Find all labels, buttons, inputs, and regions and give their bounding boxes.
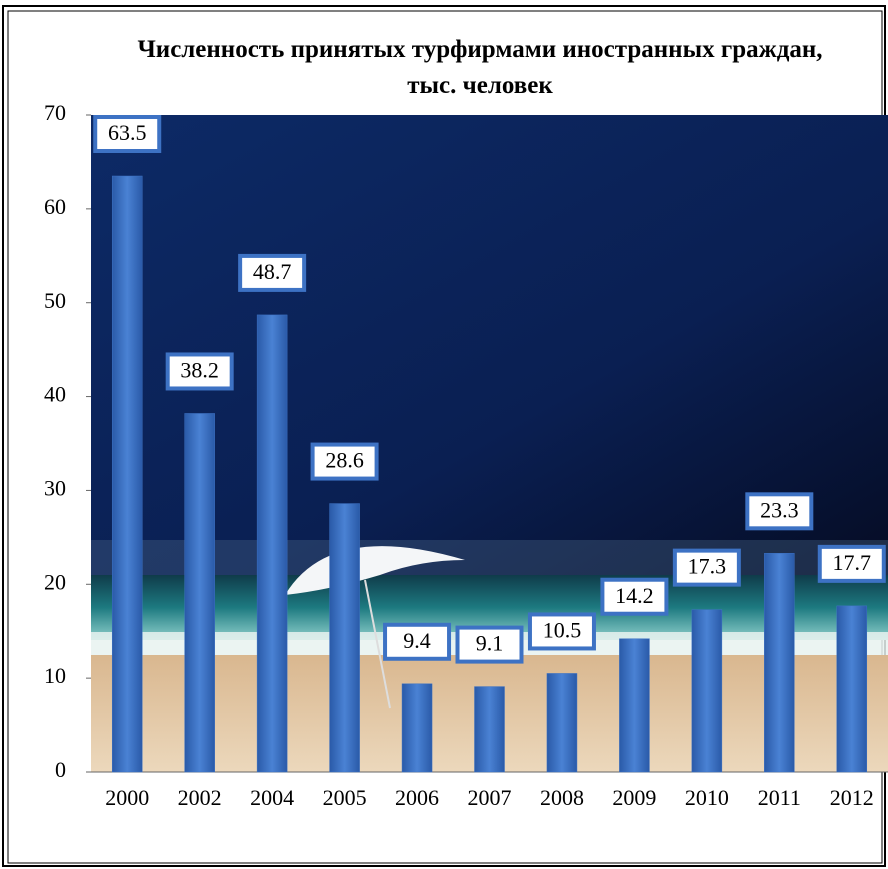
bar xyxy=(764,553,794,772)
y-tick-label: 20 xyxy=(44,569,66,594)
bar xyxy=(330,504,360,772)
x-tick-label: 2008 xyxy=(540,785,584,810)
y-tick-label: 60 xyxy=(44,194,66,219)
data-label: 23.3 xyxy=(760,497,799,522)
y-tick-label: 50 xyxy=(44,288,66,313)
data-label: 63.5 xyxy=(108,120,147,145)
x-tick-label: 2000 xyxy=(105,785,149,810)
bar xyxy=(185,413,215,772)
bar xyxy=(619,639,649,772)
data-label: 17.3 xyxy=(688,554,727,579)
y-tick-label: 30 xyxy=(44,475,66,500)
page: 0 10 20 30 40 50 60 70 2000 63.5 2002 38.2 2004 48.7 2… xyxy=(0,0,888,869)
bar xyxy=(257,315,287,772)
bar xyxy=(692,610,722,772)
data-label: 38.2 xyxy=(180,358,219,383)
data-label: 48.7 xyxy=(253,259,292,284)
bar xyxy=(112,176,142,772)
data-label: 9.4 xyxy=(403,628,431,653)
x-tick-label: 2011 xyxy=(758,785,801,810)
x-tick-label: 2002 xyxy=(178,785,222,810)
bar xyxy=(547,673,577,772)
x-tick-label: 2007 xyxy=(468,785,512,810)
y-tick-label: 70 xyxy=(44,100,66,125)
x-tick-label: 2004 xyxy=(250,785,294,810)
data-label: 14.2 xyxy=(615,583,654,608)
data-label: 10.5 xyxy=(543,617,582,642)
data-label: 9.1 xyxy=(476,631,504,656)
x-tick-label: 2010 xyxy=(685,785,729,810)
x-tick-label: 2012 xyxy=(830,785,874,810)
x-tick-label: 2005 xyxy=(323,785,367,810)
chart-title: Численность принятых турфирмами иностран… xyxy=(120,32,840,104)
y-tick-label: 10 xyxy=(44,663,66,688)
x-tick-label: 2006 xyxy=(395,785,439,810)
bar xyxy=(475,687,505,772)
chart: 0 10 20 30 40 50 60 70 2000 63.5 2002 38.2 2004 48.7 2… xyxy=(0,0,888,869)
bar xyxy=(837,606,867,772)
data-label: 17.7 xyxy=(833,550,872,575)
y-tick-label: 40 xyxy=(44,382,66,407)
y-tick-label: 0 xyxy=(55,757,66,782)
bar xyxy=(402,684,432,772)
x-tick-label: 2009 xyxy=(612,785,656,810)
data-label: 28.6 xyxy=(325,448,364,473)
